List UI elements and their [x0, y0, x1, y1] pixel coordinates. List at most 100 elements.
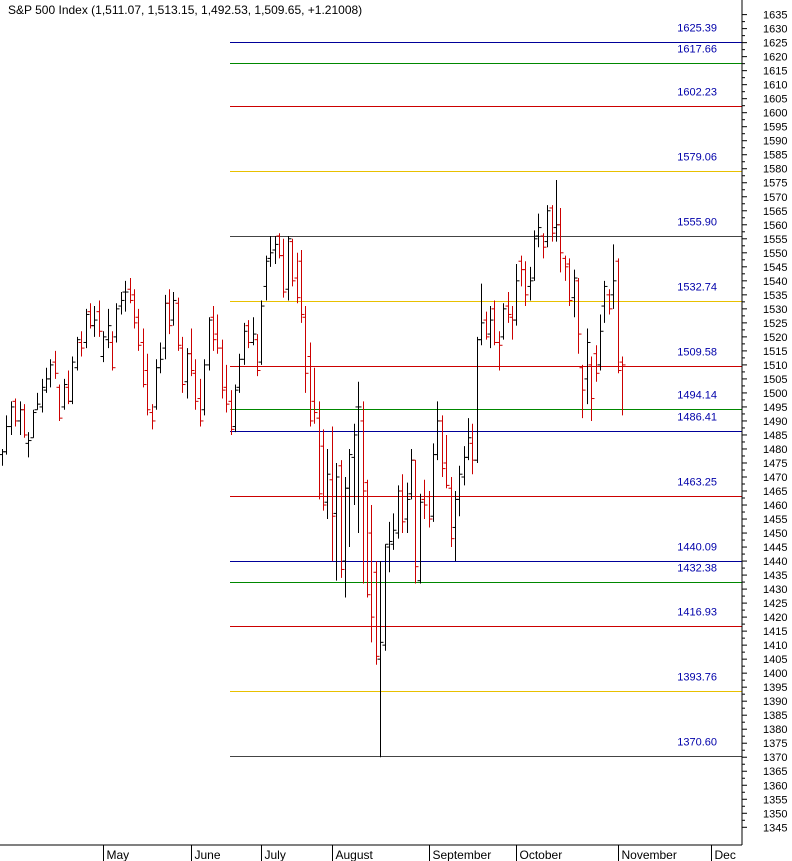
ohlc-bar — [417, 493, 424, 584]
y-tick-label: 1355 — [763, 794, 787, 806]
y-tick-label: 1455 — [763, 514, 787, 526]
ohlc-bar — [557, 207, 564, 273]
ohlc-bar — [412, 459, 419, 584]
y-tick-label: 1525 — [763, 318, 787, 330]
month-label: May — [107, 848, 130, 861]
level-lines: 1625.39 1617.66 1602.23 1579.06 1555.90 1532.… — [230, 23, 742, 757]
y-tick-label: 1510 — [763, 360, 787, 372]
y-tick-label: 1445 — [763, 542, 787, 554]
ohlc-bar — [39, 378, 46, 413]
ohlc-bar — [588, 356, 595, 421]
y-tick-label: 1555 — [763, 234, 787, 246]
ohlc-bar — [34, 392, 41, 411]
ohlc-bar — [342, 476, 349, 598]
x-axis-month-ticks: May June July August September October Novembe… — [103, 845, 736, 861]
y-tick-label: 1450 — [763, 528, 787, 540]
ohlc-bar — [549, 205, 556, 242]
ohlc-bar — [474, 336, 481, 463]
level-label: 1555.90 — [677, 217, 717, 229]
ohlc-bar — [615, 258, 622, 374]
ohlc-bar — [571, 269, 578, 318]
ohlc-bar — [496, 331, 503, 371]
y-tick-label: 1410 — [763, 640, 787, 652]
ohlc-bar — [43, 367, 50, 393]
y-tick-label: 1540 — [763, 276, 787, 288]
ohlc-bar — [531, 230, 538, 281]
ohlc-bar — [509, 306, 516, 340]
ohlc-bar — [619, 356, 626, 416]
level-label: 1617.66 — [677, 44, 717, 56]
level-label: 1463.25 — [677, 477, 717, 489]
ohlc-bar — [535, 213, 542, 248]
ohlc-bar — [254, 334, 261, 377]
ohlc-bar — [201, 359, 208, 416]
ohlc-bar — [188, 328, 195, 377]
ohlc-bar — [21, 404, 28, 438]
level-label: 1393.76 — [677, 672, 717, 684]
ohlc-bar — [566, 258, 573, 307]
ohlc-bar — [500, 303, 507, 340]
ohlc-bar — [452, 491, 459, 562]
ohlc-bar — [47, 359, 54, 388]
ohlc-bar — [527, 266, 534, 301]
month-label: July — [265, 848, 286, 861]
ohlc-bar — [329, 426, 336, 562]
y-tick-label: 1365 — [763, 766, 787, 778]
ohlc-bar — [263, 255, 270, 301]
ohlc-bar — [610, 244, 617, 309]
ohlc-bar — [166, 289, 173, 335]
ohlc-bar — [197, 378, 204, 427]
y-tick-label: 1475 — [763, 458, 787, 470]
level-label: 1625.39 — [677, 23, 717, 35]
y-tick-label: 1545 — [763, 262, 787, 274]
ohlc-bar — [219, 339, 226, 399]
ohlc-bar — [505, 292, 512, 323]
ohlc-bar — [294, 252, 301, 304]
level-label: 1432.38 — [677, 563, 717, 575]
ohlc-bar — [285, 235, 292, 301]
ohlc-bar — [298, 250, 305, 323]
ohlc-bar — [382, 543, 389, 651]
ohlc-bar — [179, 336, 186, 393]
ohlc-bar — [553, 179, 560, 242]
ohlc-bar — [575, 278, 582, 354]
ohlc-bar — [584, 328, 591, 405]
ohlc-bar — [206, 317, 213, 371]
ohlc-bar — [544, 205, 551, 248]
y-tick-label: 1420 — [763, 612, 787, 624]
ohlc-bar — [149, 404, 156, 430]
month-label: August — [336, 848, 374, 861]
ohlc-bar — [113, 303, 120, 343]
y-tick-label: 1630 — [763, 24, 787, 36]
y-tick-label: 1470 — [763, 472, 787, 484]
ohlc-bar — [513, 264, 520, 326]
ohlc-bar — [443, 434, 450, 489]
ohlc-bar — [448, 476, 455, 548]
level-label: 1509.58 — [677, 347, 717, 359]
ohlc-bar — [17, 401, 24, 435]
y-tick-label: 1535 — [763, 290, 787, 302]
y-tick-label: 1615 — [763, 66, 787, 78]
ohlc-bar — [184, 348, 191, 399]
ohlc-bar — [162, 294, 169, 360]
y-tick-label: 1415 — [763, 626, 787, 638]
ohlc-bar — [456, 465, 463, 517]
y-tick-label: 1485 — [763, 430, 787, 442]
ohlc-bar — [518, 255, 525, 287]
ohlc-bar — [439, 415, 446, 477]
ohlc-bar — [267, 235, 274, 267]
ohlc-bar — [487, 306, 494, 349]
y-tick-label: 1405 — [763, 654, 787, 666]
y-tick-label: 1435 — [763, 570, 787, 582]
ohlc-bar — [368, 505, 375, 643]
y-tick-label: 1345 — [763, 822, 787, 834]
ohlc-bar — [434, 401, 441, 461]
ohlc-bar — [241, 322, 248, 365]
ohlc-bar — [483, 311, 490, 340]
ohlc-bar — [100, 331, 107, 363]
ohlc-bar — [302, 306, 309, 393]
ohlc-bar — [324, 448, 331, 520]
ohlc-bar — [597, 314, 604, 371]
y-tick-label: 1605 — [763, 94, 787, 106]
